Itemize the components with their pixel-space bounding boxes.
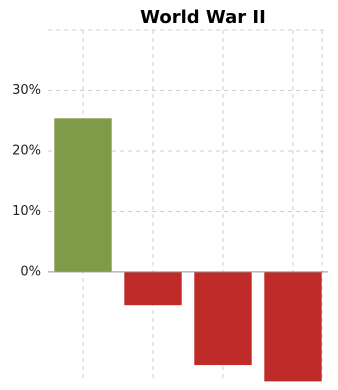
bar bbox=[264, 271, 322, 382]
bar bbox=[124, 271, 182, 306]
y-tick-label: 10% bbox=[12, 204, 41, 219]
bar bbox=[194, 271, 252, 366]
bar bbox=[54, 118, 112, 272]
y-tick-label: 20% bbox=[12, 143, 41, 158]
y-tick-label: 30% bbox=[12, 83, 41, 98]
y-tick-label: 0% bbox=[20, 264, 41, 279]
chart-title: World War II bbox=[140, 7, 266, 28]
